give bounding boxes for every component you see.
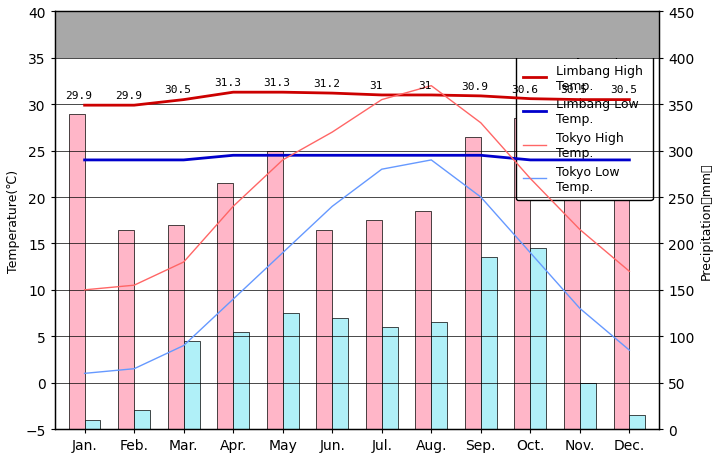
Text: 31.3: 31.3 xyxy=(214,78,240,88)
Text: 31.2: 31.2 xyxy=(312,79,340,89)
Bar xyxy=(431,323,447,429)
Bar xyxy=(233,332,249,429)
Y-axis label: Precipitation（mm）: Precipitation（mm） xyxy=(700,162,713,280)
Bar xyxy=(629,415,645,429)
Bar xyxy=(184,341,199,429)
Bar xyxy=(332,318,348,429)
Y-axis label: Temperature(℃): Temperature(℃) xyxy=(7,169,20,272)
Bar xyxy=(134,410,150,429)
Bar xyxy=(465,137,481,429)
Bar xyxy=(118,230,134,429)
Bar xyxy=(267,151,283,429)
Text: 31: 31 xyxy=(418,81,432,91)
Bar xyxy=(316,230,332,429)
Bar xyxy=(366,221,382,429)
Text: 30.6: 30.6 xyxy=(511,84,538,95)
Text: 30.5: 30.5 xyxy=(610,85,637,95)
Bar xyxy=(382,327,397,429)
Bar xyxy=(85,420,101,429)
Bar xyxy=(69,114,85,429)
Text: 30.5: 30.5 xyxy=(560,85,588,95)
Bar xyxy=(283,313,299,429)
Bar xyxy=(481,258,497,429)
Text: 31: 31 xyxy=(369,81,382,91)
Bar xyxy=(515,119,531,429)
Bar xyxy=(217,184,233,429)
Bar xyxy=(55,12,659,59)
Legend: Limbang Prop., Tokyo Prop., Limbang High
Temp., Limbang Low
Temp., Tokyo High
Te: Limbang Prop., Tokyo Prop., Limbang High… xyxy=(516,19,653,201)
Text: 31.3: 31.3 xyxy=(264,78,290,88)
Bar xyxy=(168,225,184,429)
Bar xyxy=(531,248,546,429)
Bar xyxy=(613,105,629,429)
Text: 30.5: 30.5 xyxy=(164,85,192,95)
Text: 29.9: 29.9 xyxy=(66,91,92,101)
Bar xyxy=(580,383,595,429)
Bar xyxy=(415,212,431,429)
Bar xyxy=(564,105,580,429)
Text: 30.9: 30.9 xyxy=(462,82,488,92)
Text: 29.9: 29.9 xyxy=(114,91,142,101)
